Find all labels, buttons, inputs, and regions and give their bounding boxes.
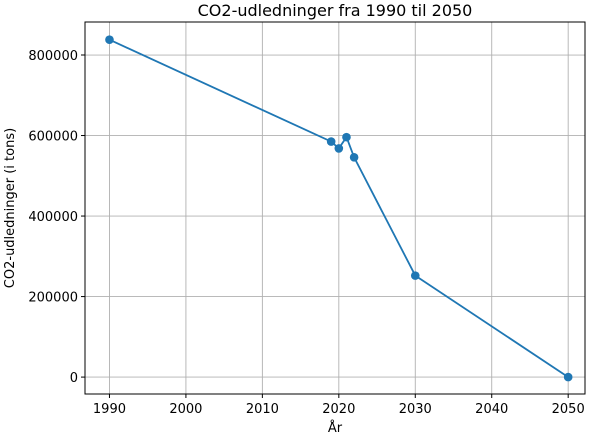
x-tick-label: 2050: [552, 402, 585, 417]
grid: [85, 22, 585, 394]
y-axis-ticks: 0 200000 400000 600000 800000: [28, 49, 85, 386]
y-tick-label: 600000: [28, 130, 78, 145]
data-point: [105, 35, 114, 45]
data-point: [563, 372, 573, 382]
y-tick-label: 0: [70, 371, 78, 386]
x-tick-label: 2030: [399, 402, 432, 417]
x-tick-label: 2020: [322, 402, 355, 417]
series-group: [105, 35, 573, 382]
y-axis-label: CO2-udledninger (i tons): [3, 128, 18, 288]
x-axis-label: År: [328, 420, 343, 436]
data-point: [326, 137, 336, 146]
x-axis-ticks: 1990 2000 2010 2020 2030 2040 2050: [93, 394, 585, 417]
chart-title: CO2-udledninger fra 1990 til 2050: [198, 1, 473, 20]
x-tick-label: 1990: [93, 402, 126, 417]
y-tick-label: 400000: [28, 210, 78, 225]
x-tick-label: 2010: [246, 402, 279, 417]
data-point: [342, 132, 351, 142]
x-tick-label: 2000: [169, 402, 202, 417]
data-point: [410, 271, 420, 280]
data-point: [349, 152, 359, 162]
x-tick-label: 2040: [475, 402, 508, 417]
data-point: [334, 144, 344, 153]
y-tick-label: 200000: [28, 291, 78, 306]
plot-frame: [84, 21, 586, 395]
y-tick-label: 800000: [28, 49, 78, 64]
